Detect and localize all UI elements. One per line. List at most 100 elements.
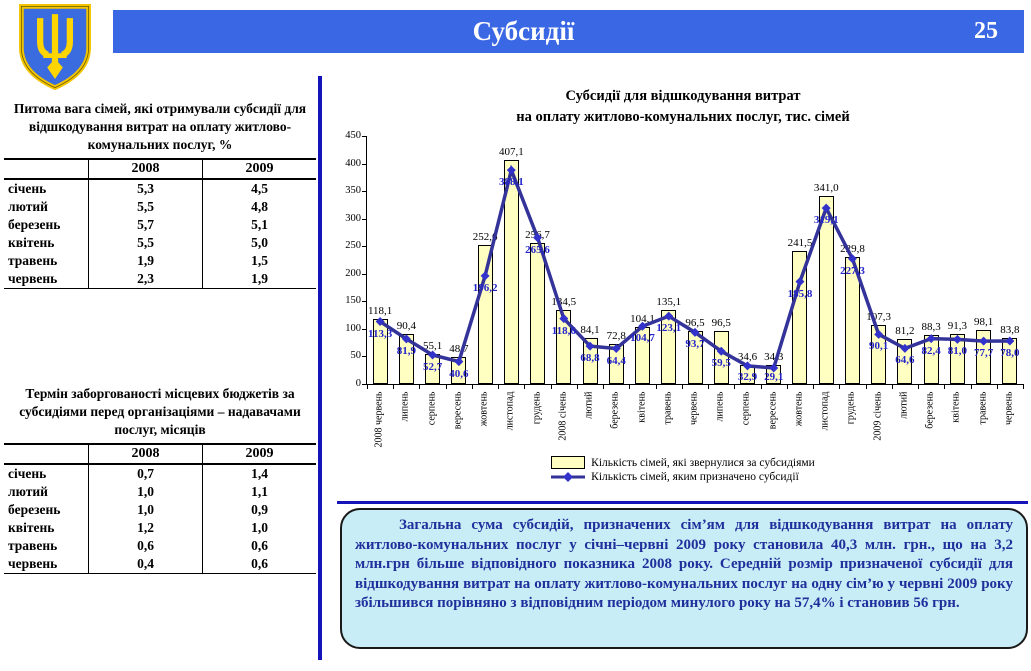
line-value-label: 82,4: [921, 344, 941, 357]
line-value-label: 196,2: [472, 281, 498, 294]
line-point: [533, 233, 543, 243]
bar-value-label: 407,1: [498, 145, 524, 158]
table-row: червень 2,3 1,9: [4, 269, 316, 289]
row-label: січень: [8, 465, 47, 481]
x-axis-tick: [655, 384, 657, 389]
table-row: квітень 1,2 1,0: [4, 518, 316, 537]
empty-header-cell: [4, 157, 89, 180]
empty-header-cell: [4, 442, 89, 465]
x-axis-tick: [471, 384, 473, 389]
share-table-title: Питома вага сімей, які отримували субсид…: [13, 101, 307, 153]
y-axis-tick: [362, 191, 367, 193]
line-point: [611, 344, 621, 354]
x-axis-tick: [786, 384, 788, 389]
line-point: [375, 317, 385, 327]
line-point: [480, 271, 490, 281]
line-point: [821, 203, 831, 213]
y-axis-tick-label: 200: [345, 267, 361, 279]
debt-table: 2008 2009 січень 0,7 1,4 лютий 1,0 1,1 березен…: [4, 442, 316, 574]
row-label: квітень: [8, 234, 55, 250]
table-row: травень 0,6 0,6: [4, 536, 316, 555]
row-value: 1,4: [202, 463, 316, 483]
x-axis-tick: [393, 384, 395, 389]
share-table-body: січень 5,3 4,5 лютий 5,5 4,8 березень 5,7 5,1 кві…: [4, 178, 316, 289]
line-value-label: 52,7: [422, 360, 443, 373]
legend-line-swatch-icon: [551, 472, 586, 482]
table-row: лютий 5,5 4,8: [4, 197, 316, 216]
row-label: березень: [8, 501, 61, 517]
x-axis-tick: [918, 384, 920, 389]
x-axis-tick: [760, 384, 762, 389]
col-2009: 2009: [202, 442, 316, 465]
line-point: [638, 321, 648, 331]
bar: [477, 244, 493, 384]
x-axis-tick: [524, 384, 526, 389]
table-row: лютий 1,0 1,1: [4, 482, 316, 501]
line-value-label: 29,1: [764, 371, 784, 383]
line-value-label: 77,7: [974, 347, 994, 360]
y-axis-tick-label: 0: [355, 378, 361, 389]
line-value-label: 78,0: [1000, 347, 1020, 359]
bar-value-label: 91,3: [947, 319, 968, 332]
y-axis-tick-label: 350: [345, 185, 361, 197]
x-axis-tick: [813, 384, 815, 389]
bar: [976, 329, 992, 384]
y-axis-tick: [362, 384, 367, 385]
page-number: 25: [974, 18, 998, 44]
x-axis-tick: [603, 384, 605, 389]
row-value: 5,3: [88, 178, 203, 198]
vertical-divider: [318, 76, 322, 660]
y-axis-tick: [362, 273, 367, 275]
row-label: березень: [8, 216, 61, 232]
line-value-label: 319,1: [813, 214, 839, 227]
y-axis-tick: [362, 163, 367, 165]
row-value: 1,1: [202, 482, 316, 501]
line-value-label: 64,6: [895, 354, 915, 367]
bar-value-label: 98,1: [974, 315, 994, 328]
line-value-label: 90,1: [869, 340, 889, 353]
share-table: 2008 2009 січень 5,3 4,5 лютий 5,5 4,8 березен…: [4, 157, 316, 289]
page-title: Субсидії: [472, 16, 575, 46]
col-2009: 2009: [202, 157, 316, 180]
row-label: лютий: [8, 483, 48, 499]
line-value-label: 81,9: [396, 344, 416, 357]
coat-of-arms-icon: [19, 4, 91, 90]
row-value: 5,5: [88, 233, 203, 252]
y-axis-tick: [362, 328, 367, 330]
bar-value-label: 341,0: [813, 182, 839, 195]
bar-value-label: 118,1: [367, 304, 393, 317]
x-axis-tick: [629, 384, 631, 389]
bar-value-label: 34,6: [737, 350, 758, 363]
y-axis-tick-label: 50: [350, 350, 362, 362]
row-value: 0,6: [202, 554, 316, 574]
legend-entry-bars: Кількість сімей, які звернулися за субси…: [551, 456, 815, 469]
y-axis-tick-label: 100: [345, 322, 361, 334]
row-value: 4,8: [202, 197, 316, 216]
bar: [949, 333, 965, 384]
row-value: 1,9: [88, 251, 203, 270]
share-table-block: Питома вага сімей, які отримували субсид…: [4, 100, 316, 289]
x-axis-tick: [1023, 384, 1024, 389]
summary-note-box: Загальна сума субсидій, призначених сім’…: [340, 508, 1028, 649]
header-bar: Субсидії 25: [113, 10, 1024, 53]
row-label: червень: [4, 554, 89, 574]
col-2008: 2008: [88, 442, 203, 465]
bar: [792, 250, 808, 384]
bar-value-label: 83,8: [1000, 323, 1020, 336]
bar-value-label: 104,1: [630, 312, 655, 325]
row-label: квітень: [8, 519, 55, 535]
row-value: 1,0: [88, 482, 203, 501]
bar-value-label: 135,1: [656, 295, 682, 308]
line-point: [506, 165, 516, 175]
y-axis-tick: [362, 356, 367, 358]
line-point: [401, 334, 411, 344]
line-point: [690, 327, 700, 337]
y-axis-tick-label: 450: [345, 130, 361, 141]
debt-table-title: Термін заборгованості місцевих бюджетів …: [19, 386, 301, 438]
table-row: січень 5,3 4,5: [4, 178, 316, 198]
y-axis-tick-label: 300: [345, 212, 361, 224]
bar: [897, 339, 913, 384]
legend-line-label: Кількість сімей, яким призначено субсиді…: [591, 471, 799, 483]
row-value: 5,1: [202, 215, 316, 234]
table-row: квітень 5,5 5,0: [4, 233, 316, 252]
